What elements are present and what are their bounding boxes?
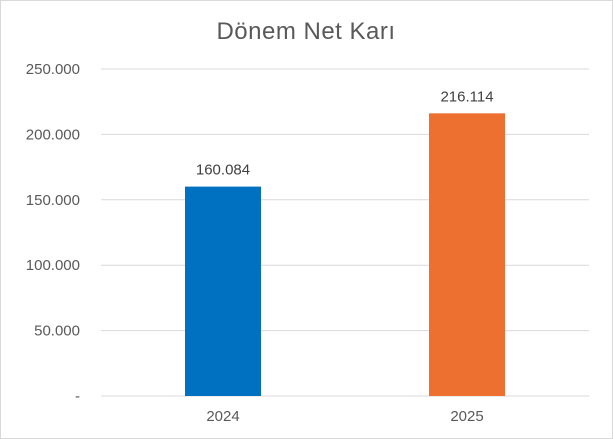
data-label-2025: 216.114 xyxy=(440,88,493,105)
y-axis-ticks: - 50.000 100.000 150.000 200.000 250.000 xyxy=(26,61,80,405)
bar-2024 xyxy=(185,186,261,396)
chart-title: Dönem Net Karı xyxy=(216,18,395,45)
x-axis-ticks: 2024 2025 xyxy=(206,408,483,425)
bars xyxy=(185,113,505,397)
y-tick-label: 50.000 xyxy=(34,323,80,340)
y-tick-label: 200.000 xyxy=(26,126,80,143)
data-label-2024: 160.084 xyxy=(196,162,250,179)
y-tick-label: 250.000 xyxy=(26,61,80,78)
bar-2025 xyxy=(429,113,505,397)
gridlines xyxy=(101,68,589,397)
y-tick-label: - xyxy=(75,388,80,405)
x-tick-label-2025: 2025 xyxy=(450,408,483,425)
y-tick-label: 150.000 xyxy=(26,192,80,209)
y-tick-label: 100.000 xyxy=(26,257,80,274)
x-tick-label-2024: 2024 xyxy=(206,408,239,425)
data-labels: 160.084 216.114 xyxy=(196,88,494,178)
